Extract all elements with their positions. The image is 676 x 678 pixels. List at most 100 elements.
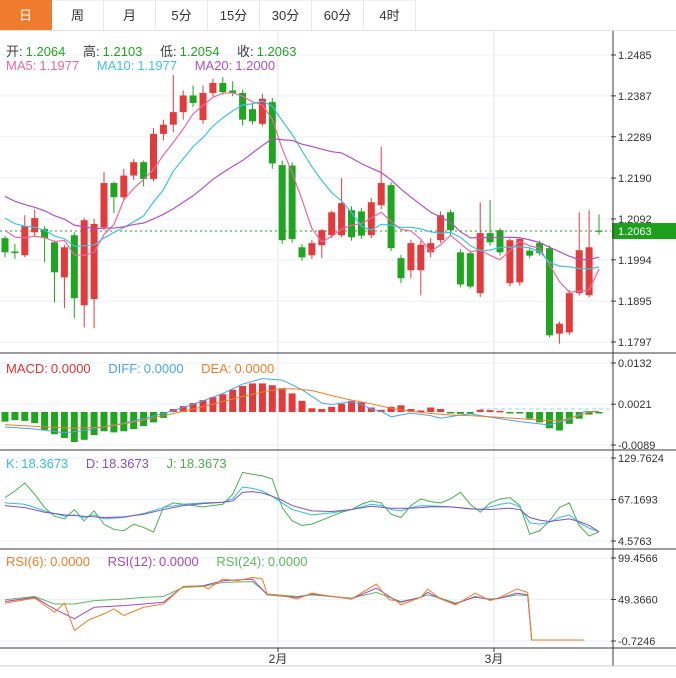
diff-label: DIFF: bbox=[108, 361, 141, 376]
macd-bar bbox=[189, 403, 197, 412]
kdj-legend: K: 18.3673 D: 18.3673 J: 18.3673 bbox=[6, 456, 230, 471]
macd-bar bbox=[526, 411, 534, 419]
candle-body bbox=[80, 220, 88, 306]
macd-bar bbox=[31, 411, 39, 424]
macd-bar bbox=[249, 383, 256, 412]
candle-body bbox=[575, 250, 583, 294]
k-label: K: bbox=[6, 456, 19, 471]
macd-label: MACD: bbox=[6, 361, 48, 376]
tab-week[interactable]: 周 bbox=[52, 0, 104, 30]
axis-label-macd: -0.0089 bbox=[618, 440, 655, 452]
timeframe-tabbar: 日 周 月 5分 15分 30分 60分 4时 bbox=[0, 0, 676, 31]
j-label: J: bbox=[166, 456, 177, 471]
candle-body bbox=[130, 162, 138, 176]
candle-body bbox=[298, 247, 306, 258]
axis-label-macd: 0.0021 bbox=[618, 399, 652, 411]
ma-legend: MA5: 1.1977 MA10: 1.1977 MA20: 1.2000 bbox=[6, 58, 278, 73]
macd-bar bbox=[456, 411, 464, 414]
axis-label-rsi: 99.4566 bbox=[618, 553, 658, 565]
candle-body bbox=[179, 95, 187, 113]
macd-bar bbox=[1, 411, 9, 422]
axis-label-rsi: -0.7246 bbox=[618, 636, 655, 648]
candle-body bbox=[565, 293, 573, 333]
candle-body bbox=[140, 162, 148, 179]
macd-bar bbox=[516, 411, 524, 414]
macd-bar bbox=[21, 411, 29, 421]
rsi6-value: 0.0000 bbox=[50, 554, 90, 569]
candle-body bbox=[209, 82, 217, 93]
macd-bar bbox=[387, 406, 395, 412]
macd-bar bbox=[120, 411, 128, 432]
d-label: D: bbox=[85, 456, 99, 471]
macd-bar bbox=[179, 406, 187, 412]
macd-bar bbox=[278, 388, 286, 412]
tab-day[interactable]: 日 bbox=[0, 0, 52, 30]
candle-body bbox=[150, 133, 157, 179]
candle-body bbox=[397, 258, 405, 279]
macd-bar bbox=[268, 385, 276, 412]
candle-body bbox=[308, 243, 316, 256]
rsi6-line bbox=[4, 576, 585, 641]
macd-bar bbox=[585, 411, 593, 415]
candle-body bbox=[11, 251, 19, 254]
current-price-badge bbox=[612, 223, 676, 240]
macd-bar bbox=[70, 411, 78, 443]
macd-bar bbox=[595, 411, 603, 414]
tab-4hour[interactable]: 4时 bbox=[364, 0, 416, 30]
tab-month[interactable]: 月 bbox=[104, 0, 156, 30]
macd-legend: MACD: 0.0000 DIFF: 0.0000 DEA: 0.0000 bbox=[6, 361, 277, 376]
candle-body bbox=[219, 82, 227, 93]
candle-body bbox=[407, 243, 415, 271]
axis-label-main: 1.2289 bbox=[618, 132, 652, 144]
macd-bar bbox=[60, 411, 68, 438]
candle-body bbox=[1, 238, 9, 253]
tab-5min[interactable]: 5分 bbox=[156, 0, 208, 30]
candle-body bbox=[288, 165, 296, 239]
ma20-label: MA20: bbox=[194, 58, 233, 73]
axis-label-kdj: 4.5763 bbox=[618, 536, 652, 548]
macd-bar bbox=[338, 403, 346, 412]
tab-60min[interactable]: 60分 bbox=[312, 0, 364, 30]
macd-bar bbox=[476, 409, 484, 412]
ma20-value: 1.2000 bbox=[235, 58, 276, 73]
axis-label-main: 1.2092 bbox=[618, 214, 652, 226]
diff-value: 0.0000 bbox=[143, 361, 184, 376]
macd-bar bbox=[258, 383, 266, 412]
macd-bar bbox=[100, 411, 108, 432]
candle-body bbox=[189, 95, 197, 103]
dea-label: DEA: bbox=[201, 361, 232, 376]
open-value: 1.2064 bbox=[25, 44, 66, 59]
axis-label-main: 1.2387 bbox=[618, 91, 652, 103]
macd-bar bbox=[90, 411, 98, 435]
macd-bar bbox=[367, 407, 375, 412]
xaxis-label-mar: 3月 bbox=[484, 652, 504, 666]
rsi12-value: 0.0000 bbox=[158, 554, 199, 569]
candle-body bbox=[328, 212, 336, 236]
macd-bar bbox=[11, 411, 19, 421]
macd-bar bbox=[447, 411, 454, 414]
candle-body bbox=[31, 218, 39, 233]
ma5-line bbox=[4, 92, 600, 293]
xaxis-label-feb: 2月 bbox=[268, 652, 288, 666]
axis-label-main: 1.2190 bbox=[618, 173, 652, 185]
candle-body bbox=[239, 92, 247, 120]
candle-body bbox=[456, 252, 464, 285]
macd-bar bbox=[51, 411, 58, 435]
candle-body bbox=[110, 183, 118, 198]
macd-bar bbox=[110, 411, 118, 433]
macd-bar bbox=[150, 411, 157, 423]
tab-30min[interactable]: 30分 bbox=[260, 0, 312, 30]
rsi-legend: RSI(6): 0.0000 RSI(12): 0.0000 RSI(24): 0.0… bbox=[6, 554, 311, 569]
candle-body bbox=[585, 247, 593, 296]
close-value: 1.2063 bbox=[256, 44, 297, 59]
low-value: 1.2054 bbox=[179, 44, 220, 59]
low-label: 低: bbox=[160, 44, 177, 59]
tab-15min[interactable]: 15分 bbox=[208, 0, 260, 30]
k-value: 18.3673 bbox=[21, 456, 69, 471]
candle-body bbox=[526, 250, 534, 256]
candle-body bbox=[516, 238, 524, 283]
ma10-line bbox=[4, 100, 600, 270]
macd-value: 0.0000 bbox=[50, 361, 91, 376]
